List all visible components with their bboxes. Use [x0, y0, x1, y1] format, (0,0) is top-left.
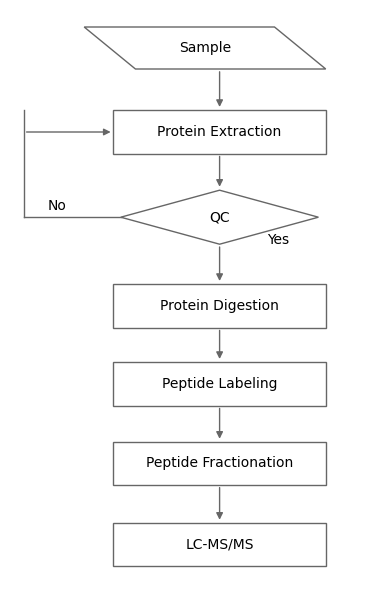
Bar	[113, 442, 326, 485]
Bar	[113, 362, 326, 406]
Bar	[113, 284, 326, 328]
Text: Protein Digestion: Protein Digestion	[160, 299, 279, 313]
Text: Peptide Labeling: Peptide Labeling	[162, 377, 277, 391]
Text: QC: QC	[209, 210, 230, 224]
Bar	[113, 523, 326, 566]
Text: Sample: Sample	[179, 41, 231, 55]
Bar	[113, 110, 326, 154]
Text: Yes: Yes	[267, 233, 289, 247]
Polygon shape	[121, 190, 318, 244]
Text: Protein Extraction: Protein Extraction	[157, 125, 282, 139]
Text: No: No	[47, 199, 66, 214]
Text: Peptide Fractionation: Peptide Fractionation	[146, 456, 293, 470]
Polygon shape	[84, 27, 326, 69]
Text: LC-MS/MS: LC-MS/MS	[185, 538, 254, 552]
